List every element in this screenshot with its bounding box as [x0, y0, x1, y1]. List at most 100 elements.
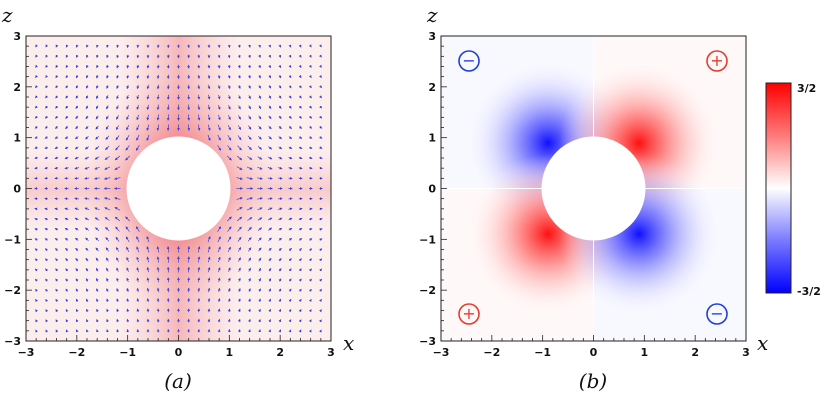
vector-arrow: [135, 226, 140, 232]
vector-arrow: [268, 268, 272, 272]
vector-arrow: [94, 217, 100, 221]
vector-arrow: [86, 329, 89, 333]
vector-arrow: [227, 277, 231, 283]
vector-arrow: [54, 207, 59, 211]
vector-arrow: [248, 267, 251, 272]
vector-arrow: [308, 64, 312, 68]
vector-arrow: [96, 288, 99, 292]
vector-arrow: [45, 85, 49, 89]
vector-arrow: [54, 228, 59, 231]
panel-b-field: [441, 36, 746, 341]
vector-arrow: [34, 125, 38, 129]
vector-arrow: [318, 319, 322, 323]
vector-arrow: [45, 105, 49, 109]
vector-arrow: [319, 135, 323, 139]
vector-arrow: [227, 64, 231, 69]
vector-arrow: [125, 145, 130, 151]
vector-arrow: [115, 236, 120, 242]
vector-arrow: [126, 328, 130, 333]
vector-arrow: [288, 75, 292, 79]
x-tick-label: 3: [742, 346, 750, 359]
vector-arrow: [247, 227, 252, 232]
vector-arrow: [44, 217, 48, 221]
vector-arrow: [34, 166, 38, 170]
vector-arrow: [248, 95, 251, 100]
vector-arrow: [75, 95, 79, 99]
vector-arrow: [257, 156, 263, 160]
vector-arrow: [308, 298, 312, 303]
vector-arrow: [298, 166, 303, 170]
vector-arrow: [197, 94, 201, 100]
vector-arrow: [288, 207, 293, 211]
vector-arrow: [288, 329, 292, 333]
vector-arrow: [94, 156, 100, 160]
vector-arrow: [65, 278, 69, 282]
vector-arrow: [309, 146, 313, 149]
vector-arrow: [258, 308, 261, 312]
y-tick-label: −1: [419, 233, 436, 246]
vector-arrow: [227, 54, 231, 59]
vector-arrow: [237, 135, 242, 141]
vector-arrow: [64, 227, 69, 231]
vector-arrow: [55, 95, 59, 99]
vector-arrow: [75, 44, 79, 48]
vector-arrow: [96, 329, 99, 333]
vector-arrow: [246, 207, 253, 211]
vector-arrow: [288, 156, 293, 160]
vector-arrow: [288, 54, 292, 58]
vector-arrow: [278, 258, 282, 262]
vector-arrow: [309, 228, 313, 231]
vector-arrow: [318, 44, 322, 48]
vector-arrow: [268, 227, 273, 231]
x-tick-label: 3: [327, 346, 335, 359]
vector-arrow: [106, 44, 109, 48]
vector-arrow: [248, 75, 251, 79]
vector-arrow: [237, 44, 241, 48]
vector-arrow: [258, 105, 262, 110]
vector-arrow: [146, 74, 150, 79]
vector-arrow: [55, 258, 59, 262]
vector-arrow: [318, 54, 322, 58]
vector-arrow: [115, 145, 120, 151]
vector-arrow: [106, 54, 109, 59]
vector-arrow: [319, 166, 323, 170]
vector-arrow: [84, 166, 90, 170]
vector-arrow: [116, 267, 119, 272]
panel-a-ylabel: z: [1, 3, 13, 27]
vector-arrow: [278, 115, 282, 119]
vector-arrow: [126, 94, 130, 100]
vector-arrow: [258, 75, 261, 79]
vector-arrow: [44, 125, 48, 129]
vector-arrow: [116, 298, 120, 303]
vector-arrow: [227, 246, 231, 253]
vector-arrow: [238, 95, 241, 100]
vector-arrow: [114, 177, 121, 180]
vector-arrow: [278, 217, 283, 221]
vector-arrow: [84, 217, 90, 221]
panel-a-ticks: −3−3 −2 −2 −1 −1 0 0 1 1 2 2 3 3: [4, 30, 335, 359]
vector-arrow: [54, 217, 59, 221]
vector-arrow: [278, 64, 282, 69]
vector-arrow: [247, 217, 253, 221]
vector-arrow: [309, 115, 313, 119]
vector-arrow: [217, 94, 221, 100]
vector-arrow: [258, 318, 261, 323]
vector-arrow: [288, 197, 293, 201]
vector-arrow: [248, 247, 252, 252]
vector-arrow: [318, 329, 322, 333]
vector-arrow: [166, 124, 170, 131]
vector-arrow: [258, 115, 262, 120]
svg-text:+: +: [462, 304, 475, 323]
vector-arrow: [96, 54, 99, 59]
vector-arrow: [126, 44, 130, 49]
vector-arrow: [75, 136, 79, 140]
vector-arrow: [308, 309, 312, 313]
vector-arrow: [236, 197, 243, 200]
vector-arrow: [64, 156, 69, 160]
vector-arrow: [197, 104, 201, 111]
vector-arrow: [74, 207, 79, 211]
vector-arrow: [298, 115, 302, 119]
vector-arrow: [55, 115, 59, 119]
vector-arrow: [85, 95, 89, 99]
vector-arrow: [64, 217, 69, 221]
